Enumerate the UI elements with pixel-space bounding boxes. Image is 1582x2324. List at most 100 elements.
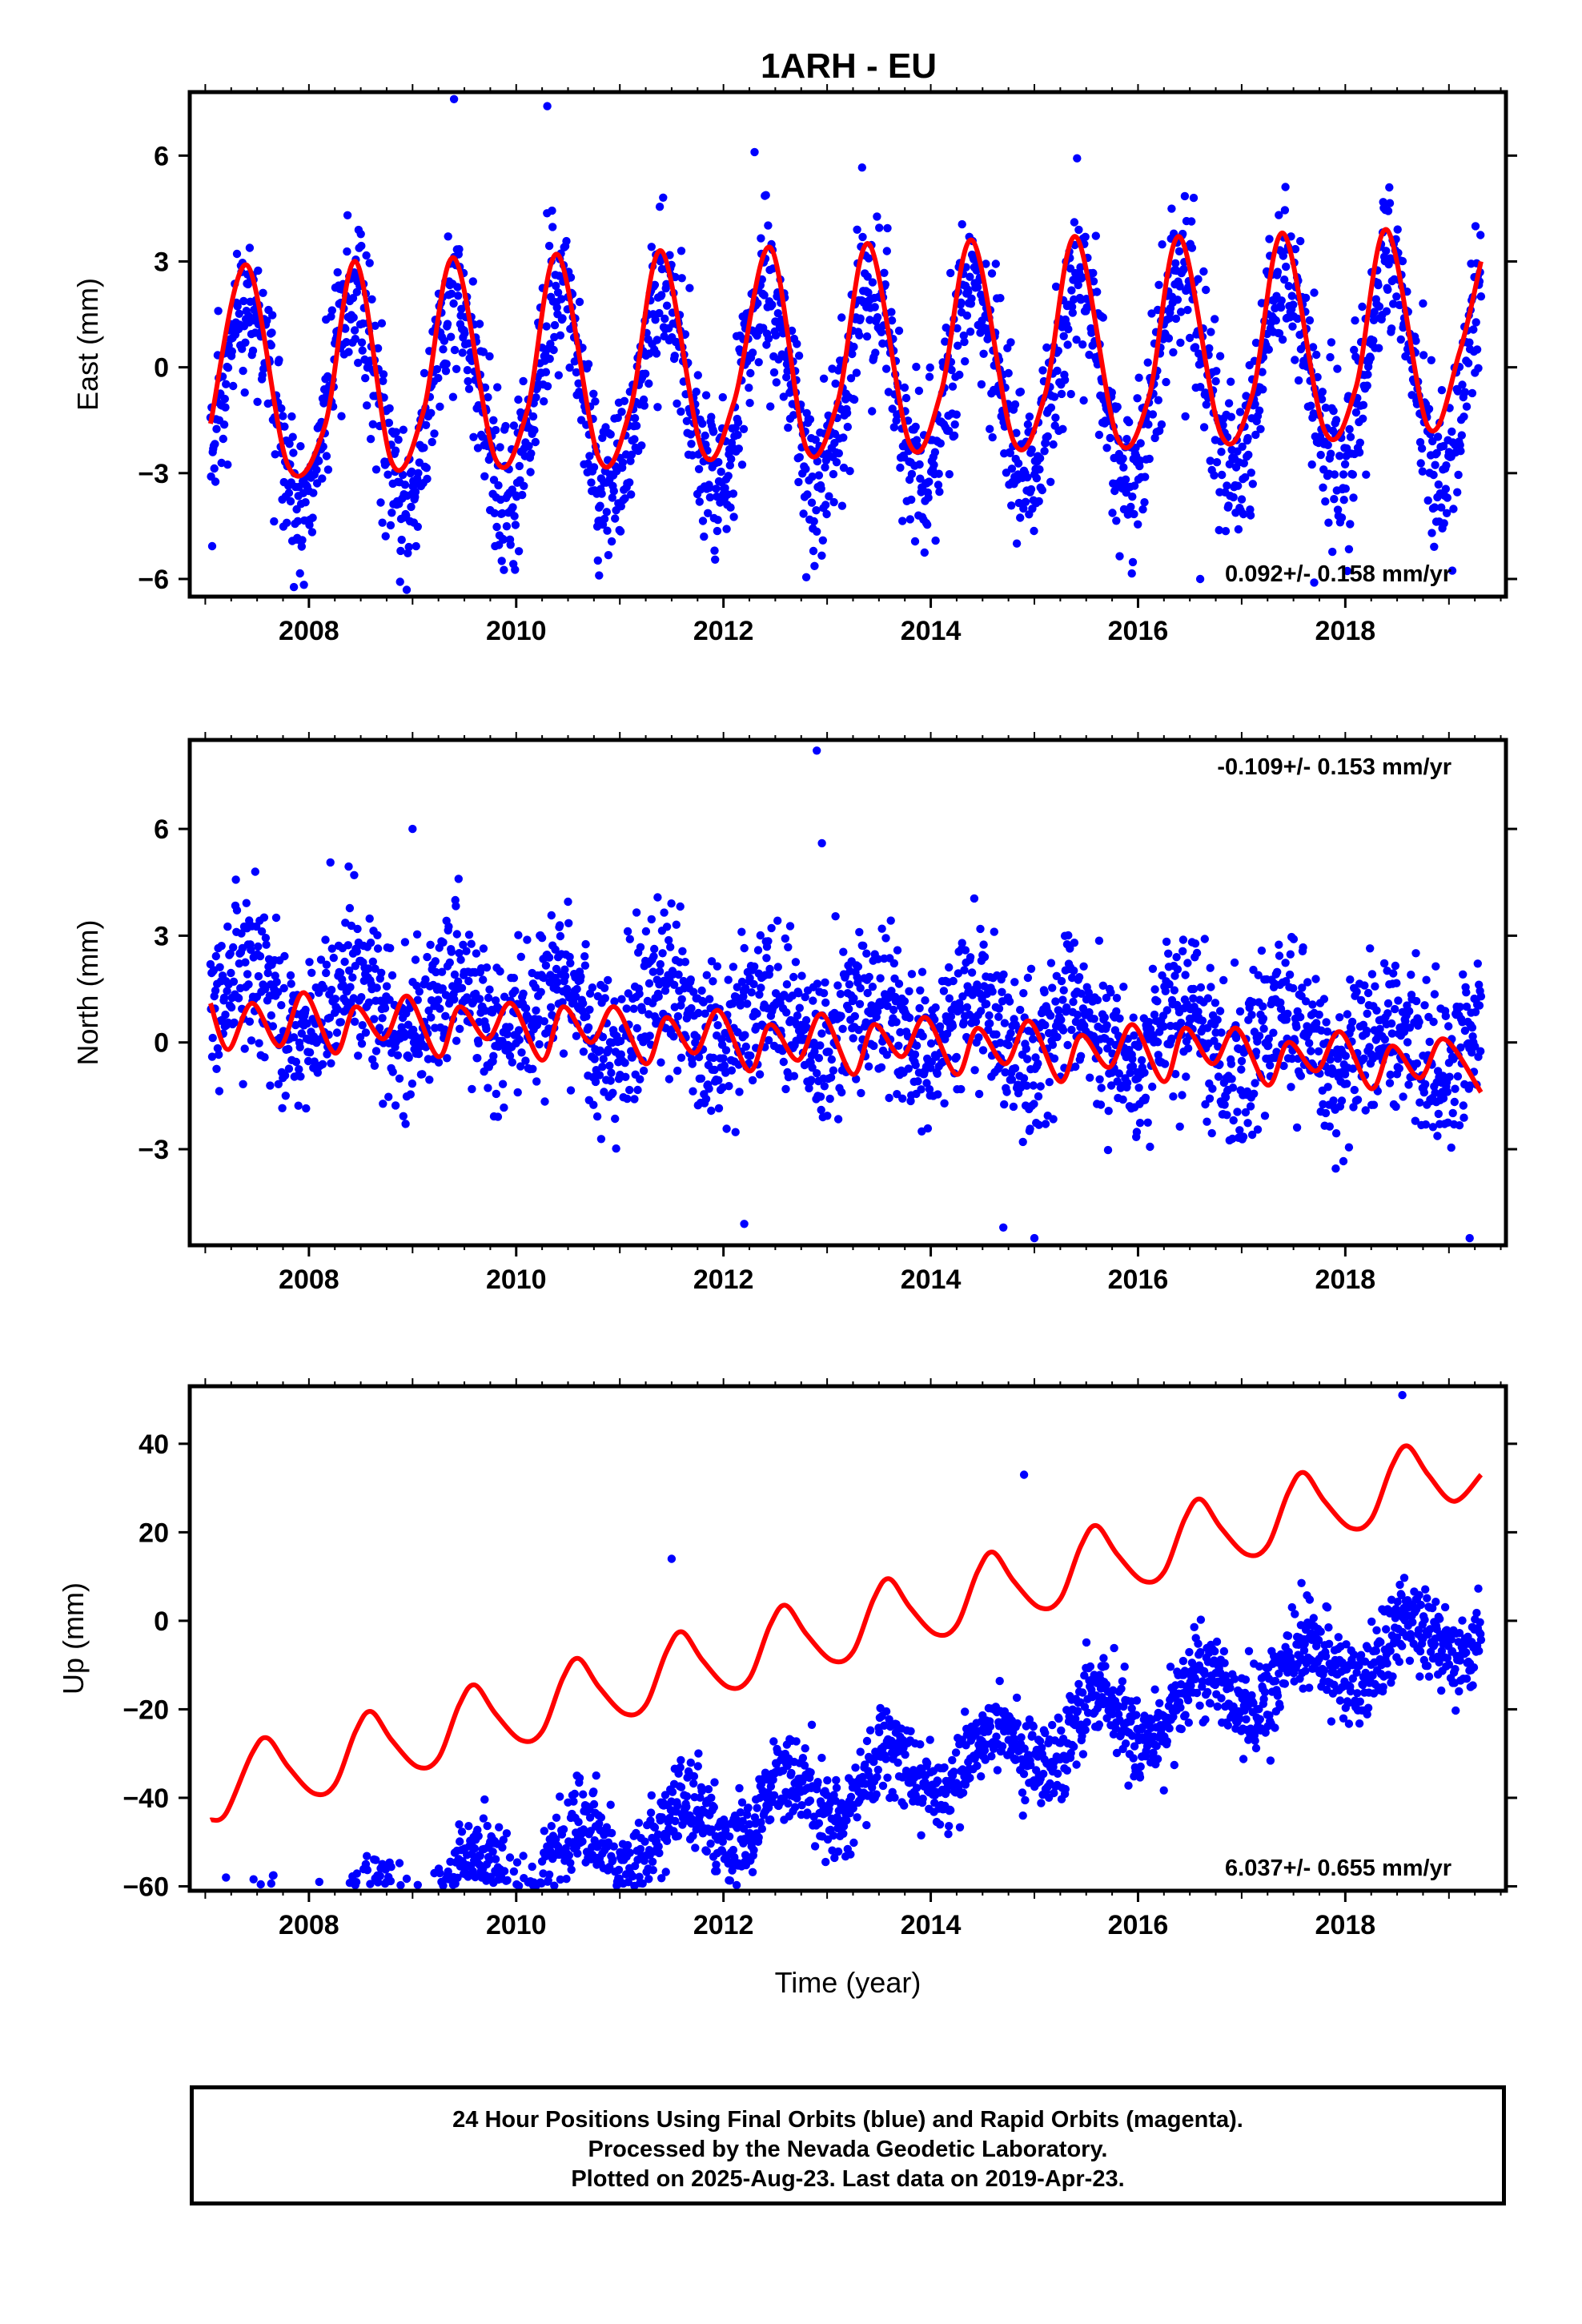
data-point (1173, 296, 1182, 304)
data-point (848, 349, 857, 359)
data-point (608, 493, 616, 502)
data-point (474, 1831, 483, 1840)
data-point (509, 421, 519, 430)
data-point (924, 493, 933, 502)
data-point (726, 503, 735, 512)
data-point (813, 746, 821, 755)
data-point (490, 509, 499, 517)
data-point (603, 526, 612, 535)
data-point (745, 384, 753, 392)
data-point (524, 441, 533, 451)
data-point (277, 404, 286, 413)
data-point (625, 478, 634, 487)
data-point (1265, 235, 1274, 243)
data-point (858, 232, 867, 242)
data-point (519, 376, 528, 386)
data-point (849, 994, 858, 1003)
data-point (894, 326, 904, 336)
data-point (1343, 1080, 1351, 1088)
data-point (1341, 1051, 1351, 1060)
x-tick-label: 2008 (279, 1265, 339, 1295)
data-point (396, 577, 404, 586)
data-point (1167, 204, 1176, 213)
data-point (604, 1045, 613, 1055)
data-point (849, 395, 859, 404)
data-point (662, 279, 671, 288)
data-point (1036, 1082, 1045, 1091)
data-point (1051, 282, 1061, 292)
data-point (528, 412, 538, 421)
data-point (641, 369, 650, 378)
data-point (1453, 1072, 1463, 1081)
data-point (920, 548, 930, 557)
data-point (453, 283, 462, 292)
data-point (962, 311, 972, 320)
data-point (1141, 472, 1150, 481)
data-point (829, 469, 838, 479)
data-point (810, 561, 819, 570)
data-point (293, 517, 303, 525)
data-point (1367, 970, 1377, 979)
data-point (1275, 940, 1283, 949)
data-point (1355, 448, 1364, 457)
data-point (1110, 486, 1119, 496)
data-point (1419, 351, 1428, 360)
data-point (1375, 302, 1384, 311)
data-point (1064, 324, 1073, 334)
data-point (1026, 485, 1036, 494)
data-point (1340, 460, 1350, 468)
data-point (797, 971, 806, 980)
data-point (214, 307, 223, 316)
data-point (727, 455, 736, 464)
data-point (1271, 316, 1281, 325)
data-point (230, 1018, 239, 1027)
data-point (448, 392, 458, 401)
data-point (1034, 1059, 1042, 1068)
data-point (1443, 493, 1452, 502)
data-point (1074, 225, 1083, 235)
data-point (232, 249, 242, 259)
data-point (1140, 1068, 1149, 1077)
data-point (1038, 485, 1047, 495)
x-tick-label: 2016 (1108, 1265, 1169, 1295)
data-point (342, 338, 351, 347)
data-point (1070, 939, 1079, 947)
data-point (454, 292, 463, 300)
data-point (217, 942, 226, 951)
data-point (1143, 358, 1152, 367)
data-point (611, 1114, 620, 1124)
data-point (1471, 222, 1480, 231)
data-point (1321, 497, 1330, 506)
data-point (974, 1033, 983, 1042)
data-point (398, 470, 408, 480)
data-point (362, 251, 371, 260)
data-point (941, 337, 950, 346)
data-point (714, 1104, 724, 1113)
data-point (415, 987, 424, 996)
data-point (1459, 970, 1468, 979)
data-point (441, 367, 451, 376)
x-tick-label: 2012 (693, 1265, 754, 1295)
data-point (977, 380, 986, 389)
data-point (773, 916, 782, 925)
data-point (821, 998, 830, 1007)
data-point (382, 982, 391, 991)
data-point (894, 979, 904, 988)
data-point (954, 341, 962, 350)
data-point (271, 913, 281, 923)
data-point (868, 278, 877, 287)
data-point (842, 408, 852, 417)
data-point (400, 480, 410, 489)
data-point (426, 940, 435, 950)
data-point (242, 899, 251, 907)
data-point (514, 1026, 524, 1035)
data-point (1074, 973, 1084, 982)
data-point (1383, 1009, 1392, 1018)
data-point (1208, 1084, 1217, 1093)
data-point (1451, 1084, 1460, 1093)
data-point (1178, 947, 1187, 956)
data-point (329, 953, 338, 963)
data-point (637, 441, 646, 450)
data-point (1277, 296, 1286, 305)
data-point (1371, 982, 1379, 991)
